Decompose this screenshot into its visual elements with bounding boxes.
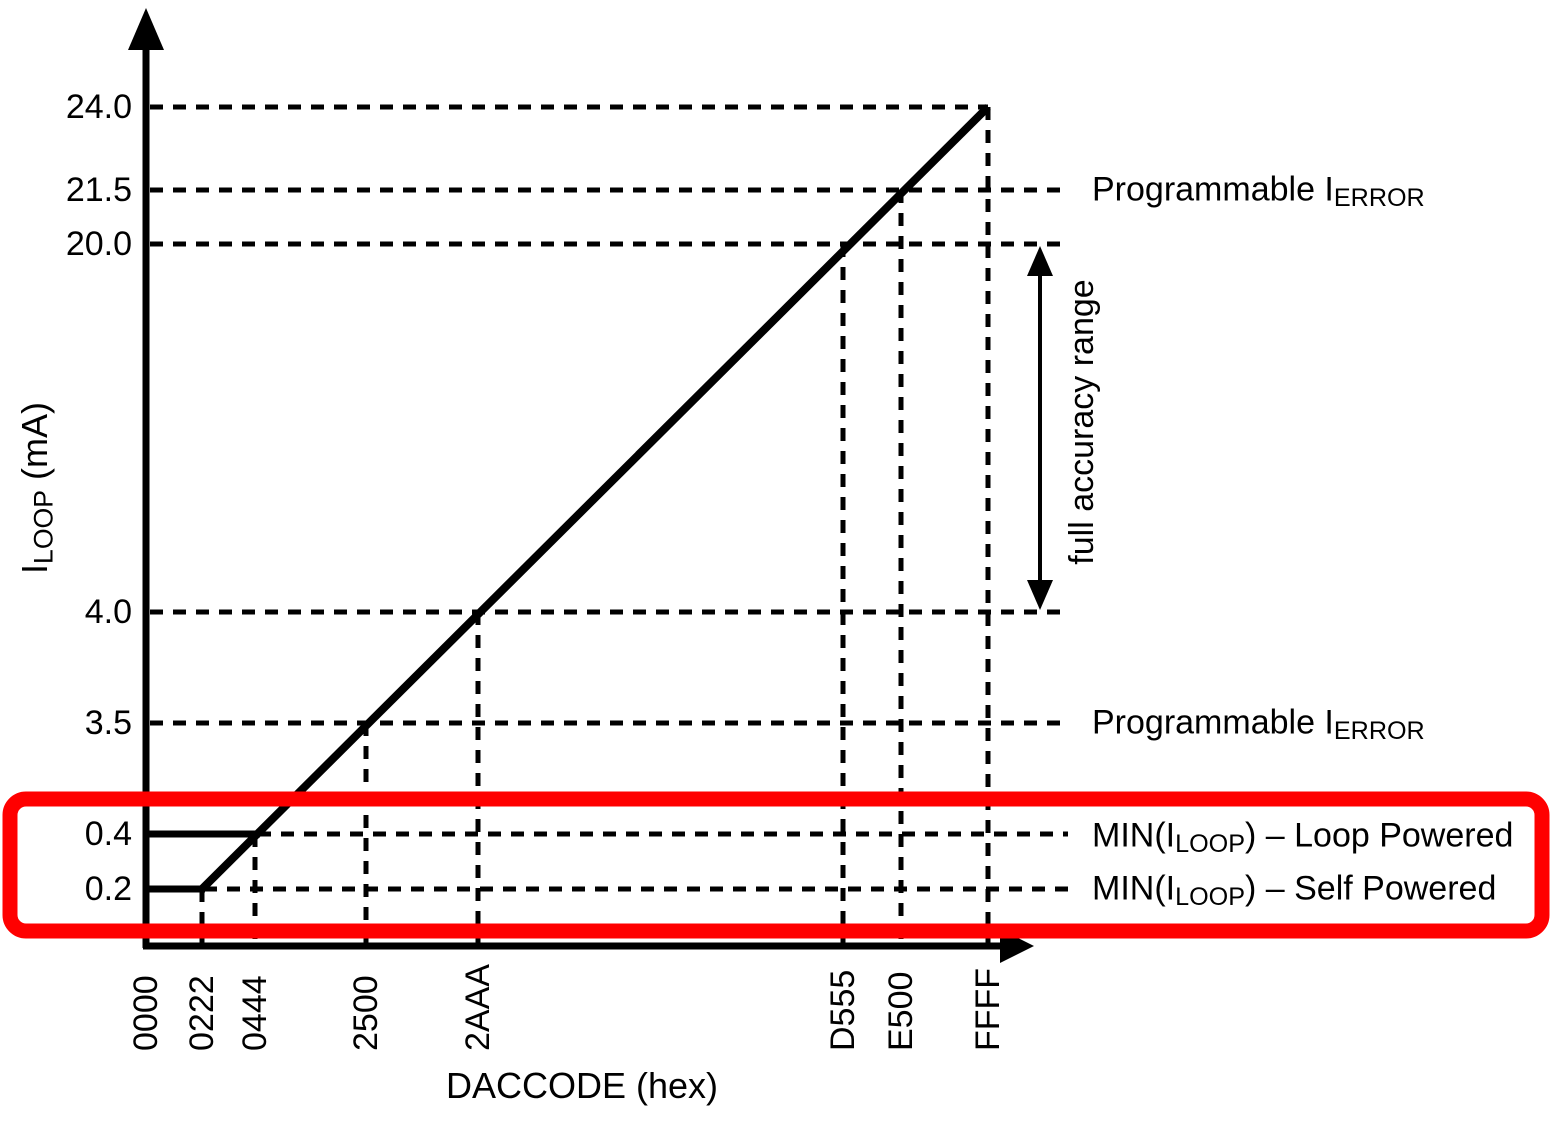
annotation-text: Programmable I [1092, 703, 1334, 742]
annotation-min-self: MIN(ILOOP) – Self Powered [1092, 872, 1496, 911]
y-tick-label: 24.0 [65, 88, 132, 126]
y-tick-label: 21.5 [65, 171, 132, 209]
annotation-text: MIN(I [1092, 816, 1176, 855]
annotation-prog-bottom: Programmable IERROR [1092, 706, 1425, 745]
y-tick-label: 4.0 [84, 593, 132, 631]
y-axis-title: ILOOP (mA) [13, 402, 59, 574]
x-tick-label: D555 [824, 969, 862, 1051]
y-tick-label: 20.0 [65, 225, 132, 263]
annotation-subscript: ERROR [1333, 184, 1425, 213]
annotation-text: ) – Loop Powered [1245, 816, 1514, 855]
y-axis-title-pre: I [13, 563, 55, 574]
x-tick-label: 0444 [236, 975, 274, 1051]
x-tick-label: E500 [882, 971, 920, 1051]
x-tick-label: 0222 [183, 975, 221, 1051]
full-accuracy-range-label: full accuracy range [1063, 279, 1101, 565]
y-tick-label: 3.5 [84, 704, 132, 742]
annotation-min-loop: MIN(ILOOP) – Loop Powered [1092, 819, 1513, 858]
highlight-box [2, 791, 1550, 939]
annotation-text: Programmable I [1092, 170, 1334, 209]
x-tick-label: 2AAA [459, 964, 497, 1051]
x-tick-label: 0000 [127, 975, 165, 1051]
annotation-prog-top: Programmable IERROR [1092, 173, 1425, 212]
annotation-subscript: LOOP [1175, 830, 1245, 859]
annotation-text: MIN(I [1092, 869, 1176, 908]
range-arrow-head-up [1027, 246, 1053, 276]
annotation-subscript: ERROR [1333, 717, 1425, 746]
range-arrow-head-down [1027, 580, 1053, 610]
x-axis-title: DACCODE (hex) [445, 1065, 719, 1106]
y-axis-title-post: (mA) [13, 402, 55, 490]
y-axis-title-sub: LOOP [28, 489, 59, 564]
annotation-text: ) – Self Powered [1245, 869, 1497, 908]
y-tick-label: 0.4 [84, 815, 132, 853]
x-tick-label: FFFF [969, 967, 1007, 1051]
y-tick-label: 0.2 [84, 870, 132, 908]
transfer-function-line [199, 104, 991, 892]
x-tick-label: 2500 [347, 975, 385, 1051]
annotation-subscript: LOOP [1175, 883, 1245, 912]
y-axis-arrowhead [128, 8, 164, 50]
